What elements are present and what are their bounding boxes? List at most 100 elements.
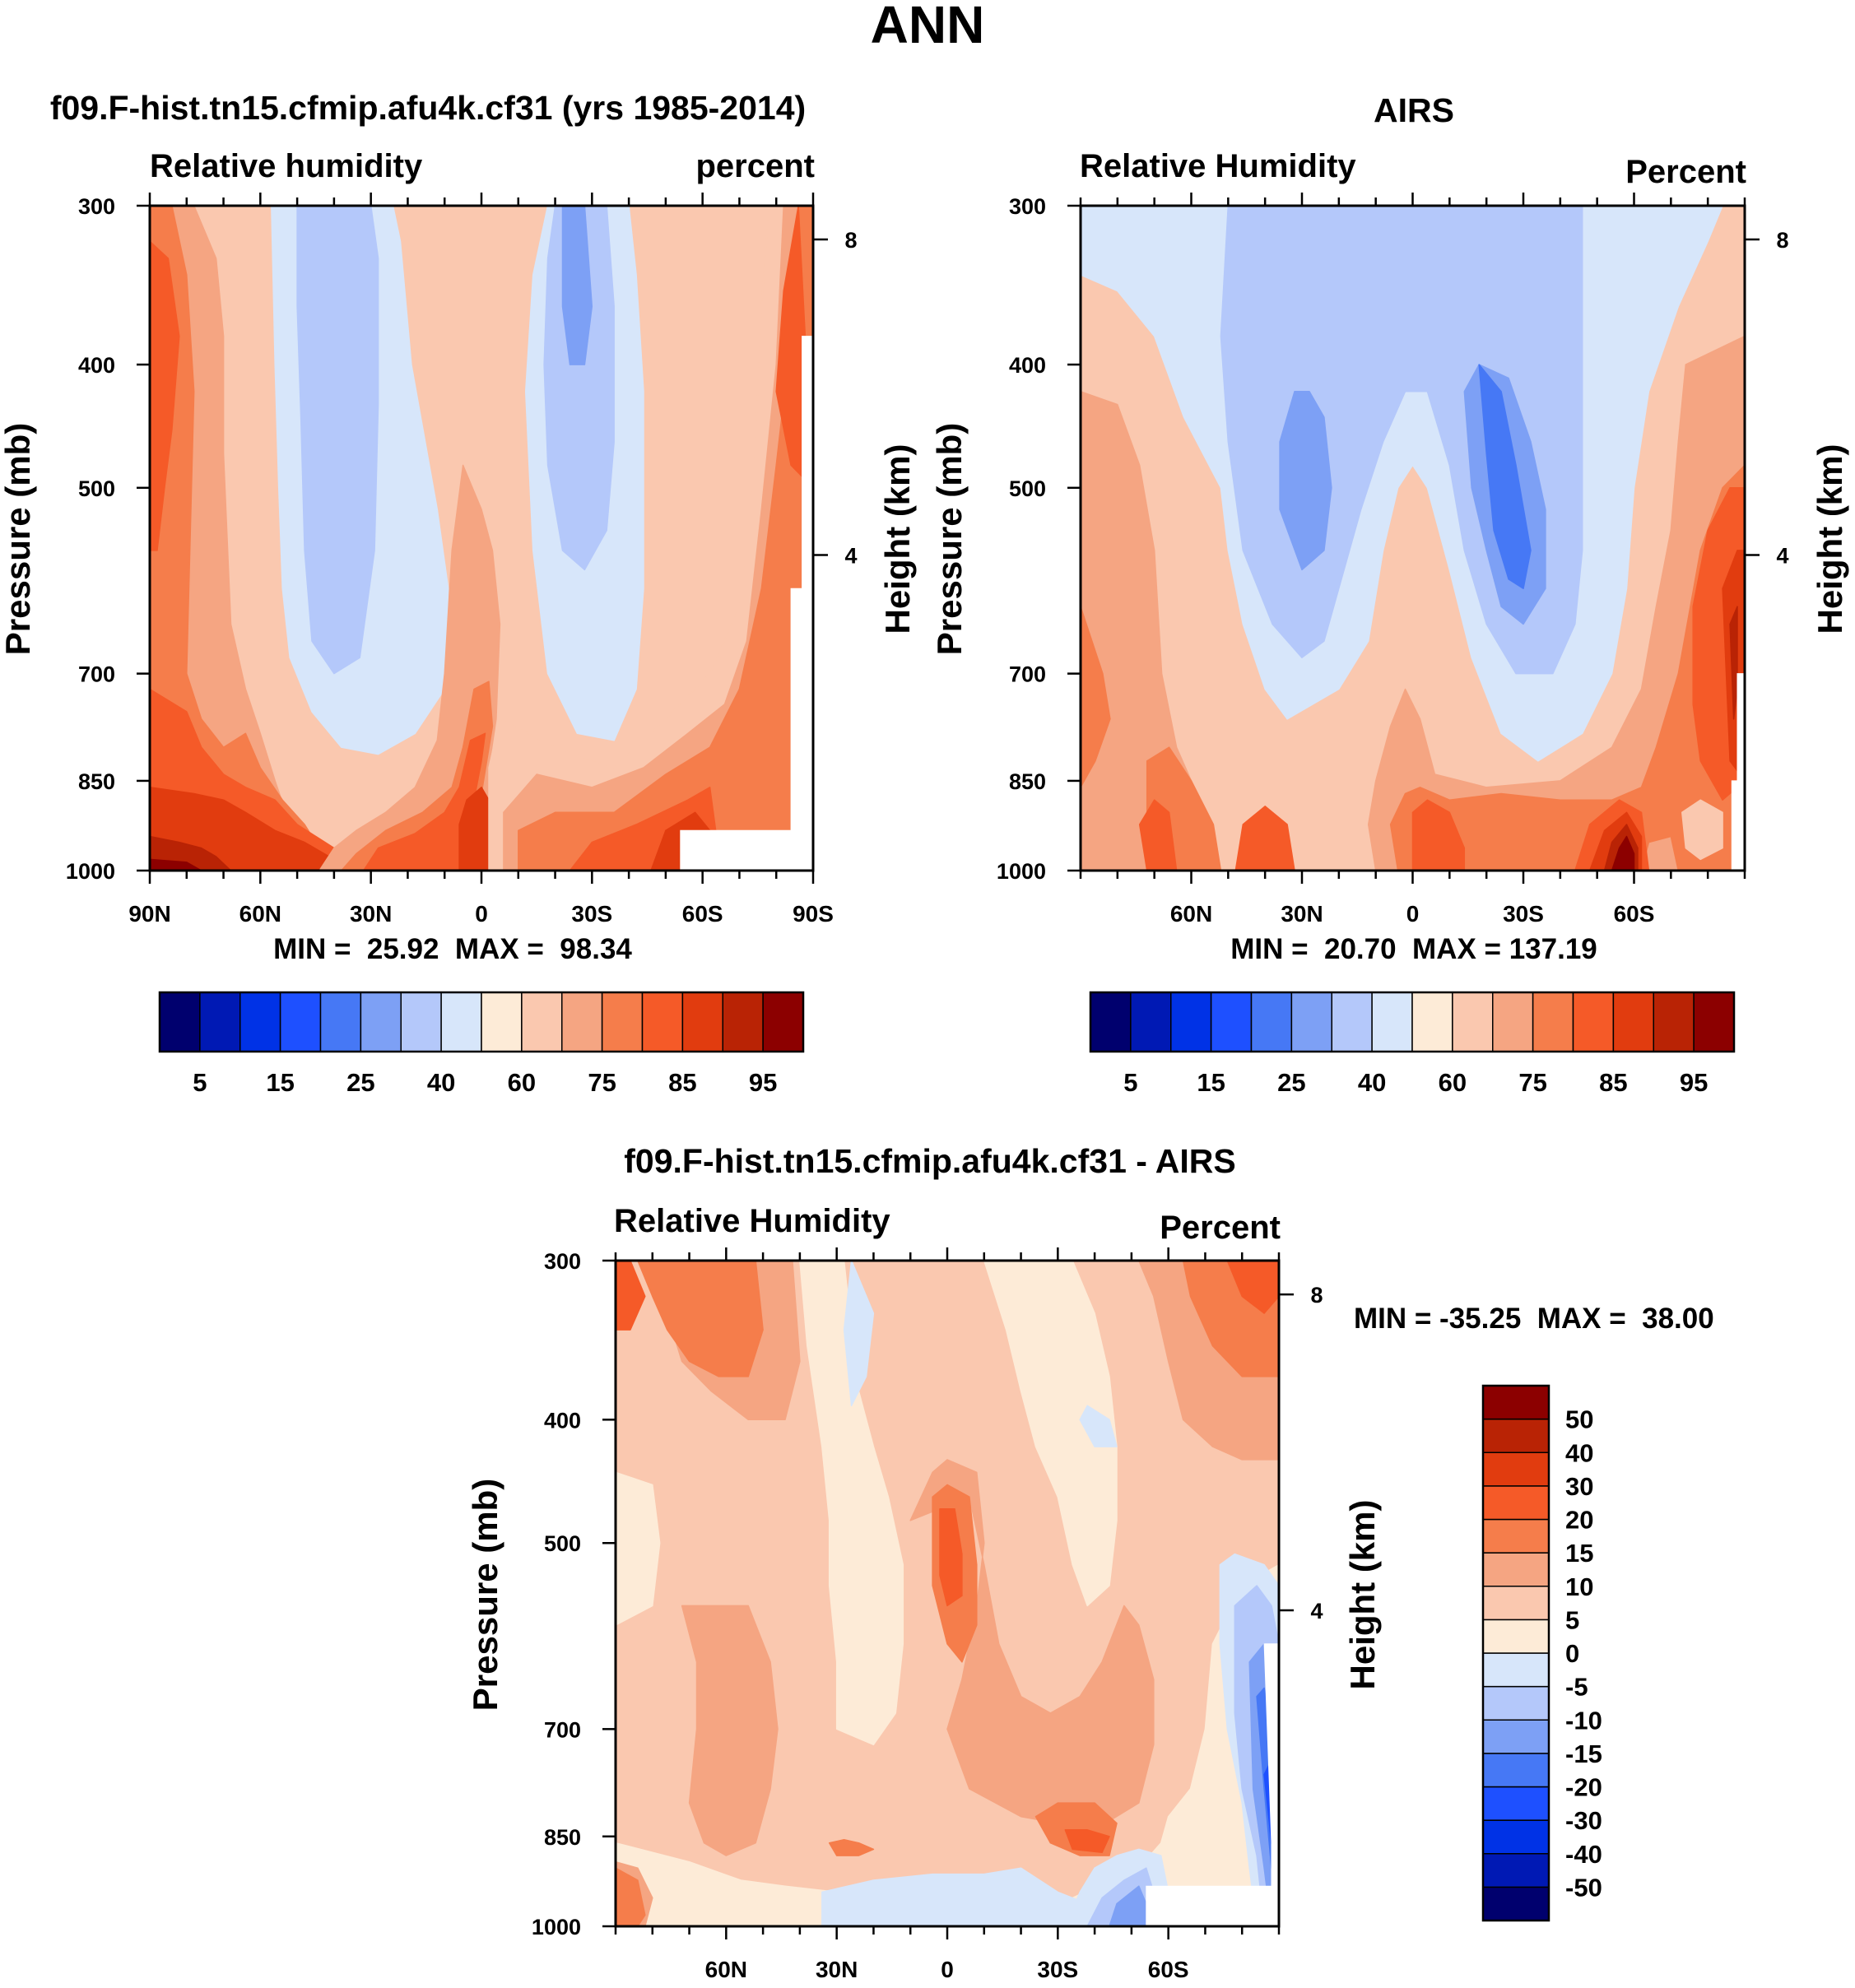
colorbar-label: -30: [1565, 1806, 1602, 1835]
y-tick-label: 700: [544, 1717, 581, 1742]
colorbar-label: 25: [346, 1068, 374, 1097]
colorbar-label: -50: [1565, 1873, 1602, 1902]
colorbar-label: 15: [1197, 1068, 1225, 1097]
colorbar-swatch: [1090, 992, 1132, 1052]
colorbar-swatch: [1482, 1719, 1550, 1754]
contour-band: [318, 464, 501, 871]
y-tick-label: 1000: [997, 859, 1046, 884]
height-tick-label: 4: [1776, 544, 1788, 569]
diff-min-max: MIN = -35.25 MAX = 38.00: [1354, 1303, 1714, 1335]
contour-band: [1367, 335, 1745, 871]
contour-band: [362, 732, 486, 871]
contour-band: [561, 206, 593, 365]
colorbar-swatch: [1452, 992, 1494, 1052]
x-tick-label: 90S: [793, 901, 834, 927]
diff-contour-plot: 60N 30N 0 30S 60S 300 400 500 700 850 1000 8 4: [532, 1247, 1323, 1982]
colorbar-swatch: [561, 992, 603, 1052]
colorbar-swatch: [641, 992, 684, 1052]
contour-band: [1064, 1829, 1110, 1854]
colorbar-swatch: [360, 992, 402, 1052]
x-tick-label: 30N: [1281, 901, 1323, 927]
x-tick-label: 60N: [239, 901, 281, 927]
y-tick-label: 700: [1009, 662, 1046, 687]
diff-panel-title: f09.F-hist.tn15.cfmip.afu4k.cf31 - AIRS: [624, 1142, 1236, 1180]
colorbar-label: 5: [1565, 1605, 1579, 1634]
x-tick-label: 0: [941, 1957, 954, 1982]
y-tick-label: 300: [78, 194, 115, 219]
x-tick-label: 30S: [1503, 901, 1544, 927]
colorbar-frame: [158, 991, 805, 1053]
obs-panel-title: AIRS: [1374, 91, 1454, 129]
colorbar-swatch: [1210, 992, 1253, 1052]
x-tick-label: 30N: [816, 1957, 858, 1982]
colorbar-label: 40: [427, 1068, 455, 1097]
contour-band: [1478, 364, 1532, 589]
diff-left-label: Relative Humidity: [614, 1203, 890, 1239]
contour-band: [150, 858, 202, 871]
colorbar-label: -5: [1565, 1673, 1588, 1702]
colorbar-label: 25: [1277, 1068, 1305, 1097]
contour-band: [681, 1605, 779, 1856]
y-tick-label: 400: [1009, 353, 1046, 378]
y-tick-label: 1000: [532, 1915, 581, 1939]
x-tick-label: 30S: [571, 901, 612, 927]
colorbar-swatch: [1482, 1685, 1550, 1721]
missing-data-area: [1263, 1643, 1279, 1844]
colorbar-label: 60: [1439, 1068, 1467, 1097]
colorbar-swatch: [1482, 1385, 1550, 1420]
model-contour-plot: 90N 60N 30N 0 30S 60S 90S 300 400 500 700 850 1000 8 4: [66, 193, 858, 927]
y-tick-label: 500: [1009, 476, 1046, 501]
colorbar-swatch: [1482, 1518, 1550, 1554]
colorbar-label: 40: [1358, 1068, 1386, 1097]
colorbar-swatch: [1482, 1886, 1550, 1921]
model-ylabel: Pressure (mb): [0, 423, 37, 655]
colorbar-swatch: [1693, 992, 1735, 1052]
colorbar-swatch: [1482, 1652, 1550, 1688]
colorbar-swatch: [1612, 992, 1654, 1052]
colorbar-label: 85: [668, 1068, 696, 1097]
obs-ylabel: Pressure (mb): [930, 423, 969, 655]
y-tick-label: 400: [544, 1408, 581, 1433]
x-tick-label: 90N: [128, 901, 170, 927]
colorbar-label: 5: [193, 1068, 207, 1097]
missing-data-area: [802, 336, 813, 871]
contour-band: [1109, 1885, 1147, 1926]
colorbar-frame: [1089, 991, 1736, 1053]
x-tick-label: 60N: [705, 1957, 747, 1982]
colorbar-swatch: [722, 992, 764, 1052]
colorbar-label: -10: [1565, 1706, 1602, 1735]
contour-band: [983, 1261, 1118, 1607]
colorbar-swatch: [1482, 1552, 1550, 1587]
colorbar-swatch: [1170, 992, 1212, 1052]
height-tick-label: 4: [1310, 1599, 1323, 1623]
y-tick-label: 300: [1009, 194, 1046, 219]
colorbar-label: 75: [588, 1068, 616, 1097]
model-min-max: MIN = 25.92 MAX = 98.34: [273, 933, 632, 965]
obs-right-label: Percent: [1625, 154, 1746, 190]
contour-band: [1681, 799, 1723, 861]
contour-band: [518, 206, 813, 871]
missing-data-area: [1146, 1885, 1279, 1926]
colorbar-label: 75: [1518, 1068, 1546, 1097]
x-tick-label: 0: [475, 901, 488, 927]
y-tick-label: 850: [544, 1825, 581, 1850]
contour-band: [1611, 835, 1635, 871]
colorbar-swatch: [1482, 1753, 1550, 1788]
height-tick-label: 4: [844, 544, 857, 569]
contour-band: [1081, 206, 1104, 443]
contour-band: [1138, 799, 1178, 871]
contour-band: [843, 1261, 875, 1407]
colorbar-swatch: [1482, 1819, 1550, 1855]
x-tick-label: 30S: [1037, 1957, 1078, 1982]
obs-panel: AIRS Relative Humidity Percent 60N 30N 0 30…: [930, 91, 1849, 1097]
colorbar-swatch: [1572, 992, 1615, 1052]
colorbar-label: 30: [1565, 1472, 1593, 1501]
obs-contour-plot: 60N 30N 0 30S 60S 300 400 500 700 850 1000 8 4: [997, 193, 1789, 927]
y-tick-label: 300: [544, 1249, 581, 1274]
colorbar-label: 5: [1123, 1068, 1137, 1097]
y-tick-label: 1000: [66, 859, 115, 884]
colorbar-swatch: [1130, 992, 1172, 1052]
model-height-label: Height (km): [878, 444, 917, 634]
